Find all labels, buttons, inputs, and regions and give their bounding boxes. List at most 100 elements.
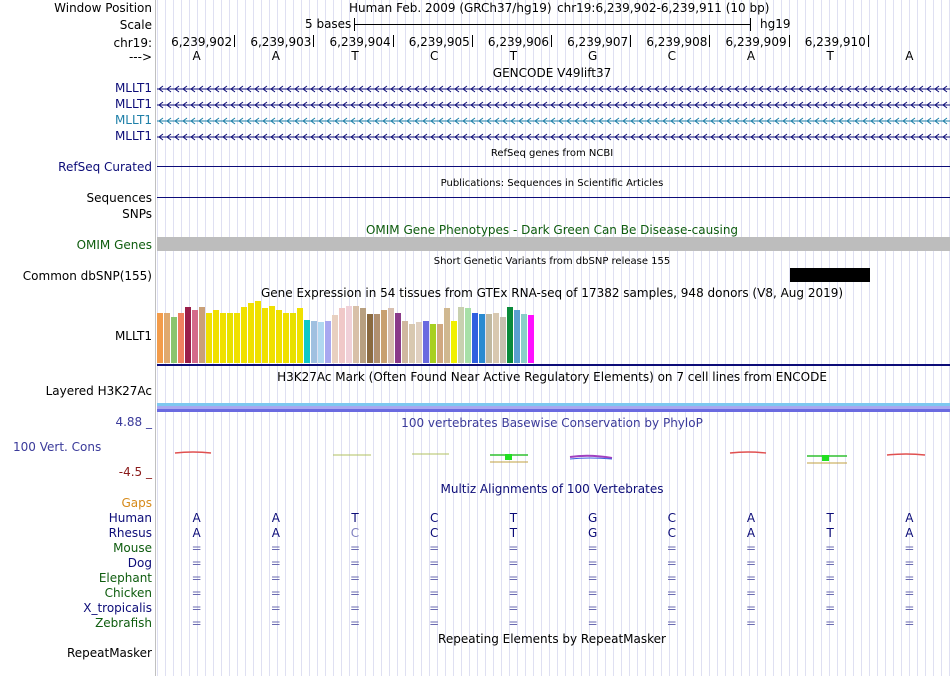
gtex-tissue-bar[interactable] xyxy=(220,313,226,363)
gtex-tissue-bar[interactable] xyxy=(479,314,485,363)
position-tick-label: 6,239,905 xyxy=(408,35,470,49)
gencode-gene-feature[interactable] xyxy=(157,130,950,144)
gtex-tissue-bar[interactable] xyxy=(283,313,289,363)
gtex-tissue-bar[interactable] xyxy=(157,313,163,363)
gtex-tissue-bar[interactable] xyxy=(339,308,345,363)
gtex-tissue-bar[interactable] xyxy=(514,310,520,363)
gtex-tissue-bar[interactable] xyxy=(472,313,478,363)
h3k27ac-label[interactable]: Layered H3K27Ac xyxy=(45,384,152,398)
dbsnp-variant[interactable] xyxy=(790,268,870,282)
publications-track[interactable] xyxy=(157,197,950,198)
gtex-tissue-bar[interactable] xyxy=(451,321,457,363)
refseq-label[interactable]: RefSeq Curated xyxy=(58,160,152,174)
gtex-tissue-bar[interactable] xyxy=(416,322,422,363)
gtex-tissue-bar[interactable] xyxy=(360,308,366,363)
gtex-tissue-bar[interactable] xyxy=(423,321,429,363)
gtex-tissue-bar[interactable] xyxy=(178,313,184,363)
phylop-label[interactable]: 100 Vert. Cons xyxy=(13,440,102,454)
gtex-tissue-bar[interactable] xyxy=(528,315,534,363)
gtex-tissue-bar[interactable] xyxy=(381,310,387,363)
grid-line xyxy=(757,0,758,676)
h3k27ac-layer-2[interactable] xyxy=(157,406,950,409)
gtex-tissue-bar[interactable] xyxy=(437,324,443,363)
refseq-track[interactable] xyxy=(157,166,950,167)
gtex-tissue-bar[interactable] xyxy=(430,324,436,363)
strand-arrow: ---> xyxy=(128,50,152,64)
gtex-tissue-bar[interactable] xyxy=(241,307,247,363)
gtex-tissue-bar[interactable] xyxy=(325,321,331,363)
gtex-tissue-bar[interactable] xyxy=(486,314,492,363)
species-label[interactable]: Dog xyxy=(127,556,152,570)
gencode-gene-label[interactable]: MLLT1 xyxy=(114,97,152,111)
gtex-tissue-bar[interactable] xyxy=(213,310,219,363)
gencode-gene-label[interactable]: MLLT1 xyxy=(114,129,152,143)
gaps-label[interactable]: Gaps xyxy=(121,496,152,510)
species-label[interactable]: X_tropicalis xyxy=(83,601,152,615)
species-label[interactable]: Chicken xyxy=(104,586,152,600)
gtex-tissue-bar[interactable] xyxy=(311,321,317,363)
h3k27ac-layer-3[interactable] xyxy=(157,409,950,412)
species-label[interactable]: Mouse xyxy=(113,541,152,555)
scale-bar xyxy=(354,24,750,25)
gtex-tissue-bar[interactable] xyxy=(346,306,352,363)
gtex-tissue-bar[interactable] xyxy=(521,314,527,363)
gtex-tissue-bar[interactable] xyxy=(164,313,170,363)
gtex-tissue-bar[interactable] xyxy=(171,317,177,363)
gtex-tissue-bar[interactable] xyxy=(458,307,464,363)
omim-track[interactable] xyxy=(157,237,950,251)
gtex-tissue-bar[interactable] xyxy=(199,307,205,363)
gtex-tissue-bar[interactable] xyxy=(248,303,254,363)
gtex-tissue-bar[interactable] xyxy=(409,324,415,363)
gencode-gene-feature[interactable] xyxy=(157,114,950,128)
alignment-base: = xyxy=(270,571,281,585)
gencode-gene-label[interactable]: MLLT1 xyxy=(114,113,152,127)
h3k27ac-layer-1[interactable] xyxy=(157,403,950,406)
gencode-gene-feature[interactable] xyxy=(157,98,950,112)
gtex-tissue-bar[interactable] xyxy=(507,307,513,363)
gencode-gene-feature[interactable] xyxy=(157,82,950,96)
alignment-base: = xyxy=(508,541,519,555)
gtex-tissue-bar[interactable] xyxy=(262,308,268,363)
species-label[interactable]: Rhesus xyxy=(108,526,152,540)
repeatmasker-label[interactable]: RepeatMasker xyxy=(66,646,152,660)
gtex-tissue-bar[interactable] xyxy=(206,313,212,363)
gtex-tissue-bar[interactable] xyxy=(290,313,296,363)
gtex-track[interactable] xyxy=(157,300,950,363)
grid-line xyxy=(813,0,814,676)
gtex-tissue-bar[interactable] xyxy=(227,313,233,363)
gtex-tissue-bar[interactable] xyxy=(332,315,338,363)
gtex-tissue-bar[interactable] xyxy=(465,308,471,363)
gencode-gene-label[interactable]: MLLT1 xyxy=(114,81,152,95)
gtex-tissue-bar[interactable] xyxy=(500,317,506,363)
gtex-tissue-bar[interactable] xyxy=(185,307,191,363)
gtex-tissue-bar[interactable] xyxy=(353,306,359,363)
gtex-tissue-bar[interactable] xyxy=(192,310,198,363)
gtex-label[interactable]: MLLT1 xyxy=(114,329,152,343)
gtex-tissue-bar[interactable] xyxy=(402,321,408,363)
gtex-tissue-bar[interactable] xyxy=(297,308,303,363)
gtex-tissue-bar[interactable] xyxy=(234,313,240,363)
species-label[interactable]: Zebrafish xyxy=(95,616,152,630)
gtex-tissue-bar[interactable] xyxy=(269,306,275,363)
gtex-tissue-bar[interactable] xyxy=(493,313,499,363)
omim-label[interactable]: OMIM Genes xyxy=(76,238,152,252)
h3k27ac-title: H3K27Ac Mark (Often Found Near Active Re… xyxy=(277,370,827,384)
dbsnp-label[interactable]: Common dbSNP(155) xyxy=(22,269,152,283)
snps-label[interactable]: SNPs xyxy=(122,207,152,221)
gtex-tissue-bar[interactable] xyxy=(304,320,310,363)
species-label[interactable]: Human xyxy=(108,511,152,525)
alignment-base: = xyxy=(745,616,757,630)
gtex-tissue-bar[interactable] xyxy=(444,308,450,363)
gtex-tissue-bar[interactable] xyxy=(318,322,324,363)
species-label[interactable]: Elephant xyxy=(98,571,152,585)
gtex-tissue-bar[interactable] xyxy=(255,301,261,363)
gtex-tissue-bar[interactable] xyxy=(276,310,282,363)
gtex-tissue-bar[interactable] xyxy=(388,308,394,363)
gtex-tissue-bar[interactable] xyxy=(374,314,380,363)
alignment-base: = xyxy=(587,616,598,630)
phylop-track[interactable] xyxy=(157,430,950,475)
position-text: chr19:6,239,902-6,239,911 (10 bp) xyxy=(557,1,770,15)
gtex-tissue-bar[interactable] xyxy=(395,313,401,363)
sequences-label[interactable]: Sequences xyxy=(86,191,152,205)
gtex-tissue-bar[interactable] xyxy=(367,314,373,363)
